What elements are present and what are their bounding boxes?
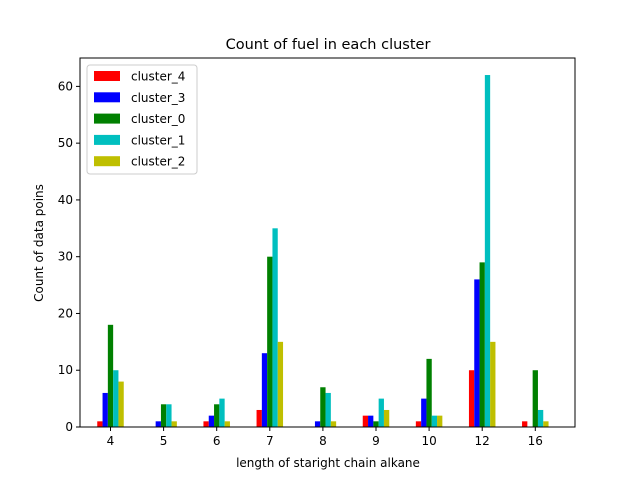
legend-label-cluster_3: cluster_3 (131, 91, 185, 105)
plot-frame (79, 57, 576, 428)
x-tick-label: 4 (107, 434, 115, 448)
bar-cluster_1-5 (166, 404, 172, 427)
bars-group (97, 75, 549, 427)
x-tick-label: 12 (475, 434, 490, 448)
legend-label-cluster_4: cluster_4 (131, 70, 185, 84)
chart-title: Count of fuel in each cluster (226, 37, 431, 53)
bar-cluster_2-4 (118, 381, 124, 427)
x-tick-label: 5 (160, 434, 168, 448)
bar-cluster_3-9 (368, 415, 374, 427)
legend-frame (86, 64, 198, 175)
bar-cluster_1-8 (325, 392, 331, 427)
x-tick-label: 6 (213, 434, 221, 448)
legend-label-cluster_1: cluster_1 (131, 133, 185, 147)
bar-cluster_4-6 (203, 421, 209, 427)
bar-cluster_0-6 (214, 404, 220, 427)
bar-cluster_0-4 (107, 324, 114, 427)
legend-label-cluster_0: cluster_0 (131, 112, 185, 126)
bar-cluster_0-12 (479, 262, 485, 427)
bar-cluster_1-9 (378, 398, 384, 427)
bar-cluster_0-7 (267, 256, 273, 427)
bar-cluster_1-7 (272, 228, 278, 427)
x-tick-label: 9 (372, 434, 380, 448)
y-tick-label: 0 (65, 420, 73, 434)
x-axis-label: length of staright chain alkane (236, 456, 420, 470)
bar-cluster_3-10 (421, 398, 427, 427)
bar-cluster_1-10 (431, 415, 438, 427)
bar-cluster_0-9 (373, 421, 379, 427)
bar-cluster_4-12 (468, 370, 475, 427)
bar-cluster_1-16 (537, 409, 544, 427)
y-tick-label: 20 (58, 306, 73, 320)
x-axis-ticks: 4 5 6 7 8 9 10 12 16 (107, 427, 543, 448)
legend: cluster_4 cluster_3 cluster_0 cluster_1clus… (86, 64, 198, 175)
bar-cluster_0-8 (320, 387, 326, 427)
bar-cluster_2-5 (171, 421, 177, 427)
x-tick-label: 16 (528, 434, 543, 448)
bar-cluster_2-9 (383, 409, 390, 427)
bar-cluster_3-7 (261, 353, 268, 427)
bar-cluster_3-6 (208, 415, 215, 427)
bar-cluster_4-10 (415, 421, 422, 427)
bar-cluster_1-4 (113, 370, 119, 427)
bar-cluster_2-16 (543, 421, 549, 427)
bar-cluster_4-16 (522, 421, 528, 427)
bar-cluster_0-5 (160, 404, 167, 427)
bar-cluster_4-4 (97, 421, 103, 427)
legend-swatch-cluster_0 (94, 113, 120, 124)
y-tick-label: 40 (58, 193, 73, 207)
bar-cluster_4-9 (362, 415, 369, 427)
y-tick-label: 10 (58, 363, 73, 377)
bar-cluster_2-12 (490, 341, 496, 427)
y-tick-label: 50 (58, 136, 73, 150)
bar-cluster_4-7 (256, 409, 262, 427)
bar-cluster_2-7 (277, 341, 284, 427)
y-tick-label: 30 (58, 250, 73, 264)
x-tick-label: 8 (319, 434, 327, 448)
bar-cluster_3-8 (314, 421, 321, 427)
bar-cluster_1-6 (219, 398, 225, 427)
legend-swatch-cluster_3 (94, 92, 120, 103)
y-tick-label: 60 (58, 79, 73, 93)
bar-cluster_2-10 (437, 415, 443, 427)
bar-cluster_0-10 (426, 358, 432, 427)
x-tick-label: 7 (266, 434, 274, 448)
bar-cluster_2-6 (224, 421, 230, 427)
legend-swatch-cluster_1 (94, 134, 120, 145)
legend-label-cluster_2: cluster_2 (131, 155, 185, 169)
bar-cluster_3-5 (155, 421, 161, 427)
legend-swatch-cluster_4 (94, 71, 120, 81)
y-axis-label: Count of data poins (32, 184, 46, 302)
bar-cluster_1-12 (484, 75, 491, 427)
y-axis-ticks: 0 10 20 30 40 50 60 (58, 79, 80, 434)
bar-cluster_2-8 (330, 421, 337, 427)
bar-cluster_3-12 (474, 279, 480, 427)
bar-cluster_3-4 (102, 392, 108, 427)
legend-swatch-cluster_2 (94, 156, 120, 167)
x-tick-label: 10 (421, 434, 436, 448)
bar-cluster_0-16 (532, 370, 538, 427)
